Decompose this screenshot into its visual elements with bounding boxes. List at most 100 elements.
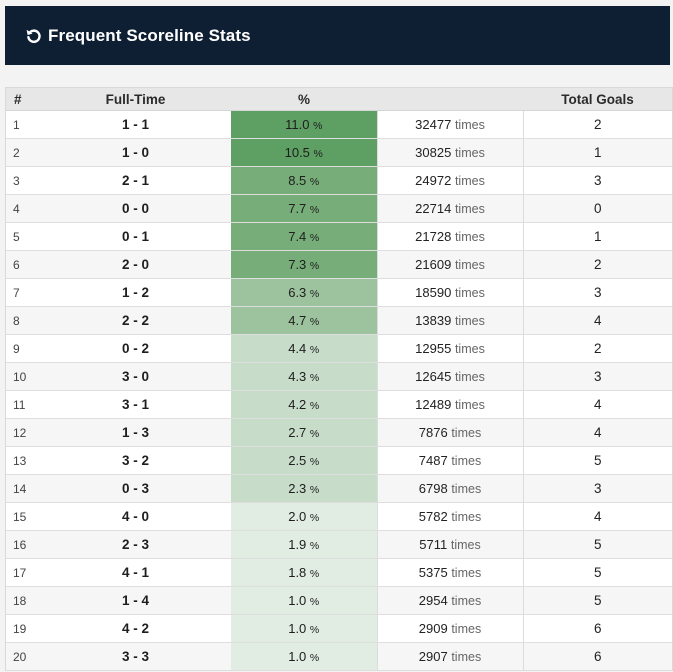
percent-value: 2.0 xyxy=(288,509,307,524)
percent-unit: % xyxy=(309,316,320,328)
total-goals-cell: 3 xyxy=(523,278,672,307)
column-header-percent[interactable]: % xyxy=(231,88,377,111)
times-value: 30825 xyxy=(415,145,452,160)
column-header-total-goals[interactable]: Total Goals xyxy=(523,88,672,111)
percent-cell: 8.5 % xyxy=(231,166,378,195)
total-goals-cell: 5 xyxy=(523,530,672,559)
scoreline-cell: 0 - 2 xyxy=(40,334,231,363)
times-unit: times xyxy=(454,398,485,412)
percent-value: 4.7 xyxy=(288,313,307,328)
table-row: 20 3 - 3 1.0 % 2907 times 6 xyxy=(6,642,672,671)
rank-cell: 10 xyxy=(6,362,40,391)
times-unit: times xyxy=(454,174,485,188)
times-value: 12645 xyxy=(415,369,452,384)
scoreline-cell: 0 - 3 xyxy=(40,474,231,503)
times-cell: 2909 times xyxy=(377,614,524,643)
percent-value: 1.0 xyxy=(288,649,307,664)
scoreline-cell: 2 - 3 xyxy=(40,530,231,559)
percent-unit: % xyxy=(309,176,320,188)
percent-value: 4.4 xyxy=(288,341,307,356)
scoreline-cell: 2 - 0 xyxy=(40,250,231,279)
times-unit: times xyxy=(454,230,485,244)
table-row: 17 4 - 1 1.8 % 5375 times 5 xyxy=(6,558,672,587)
times-cell: 30825 times xyxy=(377,138,524,167)
percent-value: 1.0 xyxy=(288,621,307,636)
scoreline-cell: 3 - 0 xyxy=(40,362,231,391)
percent-value: 2.3 xyxy=(288,481,307,496)
times-unit: times xyxy=(454,146,485,160)
times-cell: 21728 times xyxy=(377,222,524,251)
scoreline-cell: 0 - 1 xyxy=(40,222,231,251)
total-goals-cell: 3 xyxy=(523,166,672,195)
column-header-rank[interactable]: # xyxy=(6,88,40,111)
times-cell: 2907 times xyxy=(377,642,524,671)
percent-cell: 1.0 % xyxy=(231,586,378,615)
scoreline-cell: 2 - 2 xyxy=(40,306,231,335)
percent-unit: % xyxy=(309,456,320,468)
rank-cell: 20 xyxy=(6,642,40,671)
percent-cell: 4.3 % xyxy=(231,362,378,391)
percent-unit: % xyxy=(309,204,320,216)
times-value: 5711 xyxy=(419,537,448,552)
table-row: 19 4 - 2 1.0 % 2909 times 6 xyxy=(6,614,672,643)
times-value: 18590 xyxy=(415,285,452,300)
rank-cell: 16 xyxy=(6,530,40,559)
percent-cell: 2.5 % xyxy=(231,446,378,475)
percent-value: 1.0 xyxy=(288,593,307,608)
percent-unit: % xyxy=(309,400,320,412)
rank-cell: 9 xyxy=(6,334,40,363)
table-row: 16 2 - 3 1.9 % 5711 times 5 xyxy=(6,530,672,559)
times-value: 22714 xyxy=(415,201,452,216)
times-cell: 12489 times xyxy=(377,390,524,419)
times-value: 21609 xyxy=(415,257,452,272)
times-cell: 5375 times xyxy=(377,558,524,587)
percent-value: 7.4 xyxy=(288,229,307,244)
percent-cell: 4.4 % xyxy=(231,334,378,363)
total-goals-cell: 5 xyxy=(523,446,672,475)
scoreline-cell: 4 - 2 xyxy=(40,614,231,643)
percent-unit: % xyxy=(313,148,323,160)
times-value: 2909 xyxy=(418,621,448,636)
times-value: 5375 xyxy=(418,565,448,580)
times-unit: times xyxy=(454,314,485,328)
scoreline-cell: 2 - 1 xyxy=(40,166,231,195)
percent-cell: 2.7 % xyxy=(231,418,378,447)
percent-cell: 2.3 % xyxy=(231,474,378,503)
times-unit: times xyxy=(451,650,482,664)
percent-unit: % xyxy=(309,624,320,636)
total-goals-cell: 6 xyxy=(523,642,672,671)
times-cell: 5711 times xyxy=(377,530,524,559)
times-value: 13839 xyxy=(415,313,452,328)
percent-cell: 2.0 % xyxy=(231,502,378,531)
times-value: 7876 xyxy=(418,425,448,440)
times-unit: times xyxy=(450,538,481,552)
refresh-icon[interactable] xyxy=(25,27,43,45)
times-value: 2907 xyxy=(418,649,448,664)
times-cell: 7876 times xyxy=(377,418,524,447)
times-cell: 5782 times xyxy=(377,502,524,531)
rank-cell: 15 xyxy=(6,502,40,531)
rank-cell: 7 xyxy=(6,278,40,307)
total-goals-cell: 4 xyxy=(523,306,672,335)
rank-cell: 1 xyxy=(6,110,40,139)
total-goals-cell: 2 xyxy=(523,250,672,279)
times-cell: 12955 times xyxy=(377,334,524,363)
percent-unit: % xyxy=(309,540,320,552)
table-row: 12 1 - 3 2.7 % 7876 times 4 xyxy=(6,418,672,447)
percent-value: 2.5 xyxy=(288,453,307,468)
percent-cell: 6.3 % xyxy=(231,278,378,307)
percent-unit: % xyxy=(309,372,320,384)
scoreline-cell: 1 - 2 xyxy=(40,278,231,307)
column-header-full-time[interactable]: Full-Time xyxy=(40,88,231,111)
total-goals-cell: 6 xyxy=(523,614,672,643)
times-cell: 18590 times xyxy=(377,278,524,307)
rank-cell: 5 xyxy=(6,222,40,251)
